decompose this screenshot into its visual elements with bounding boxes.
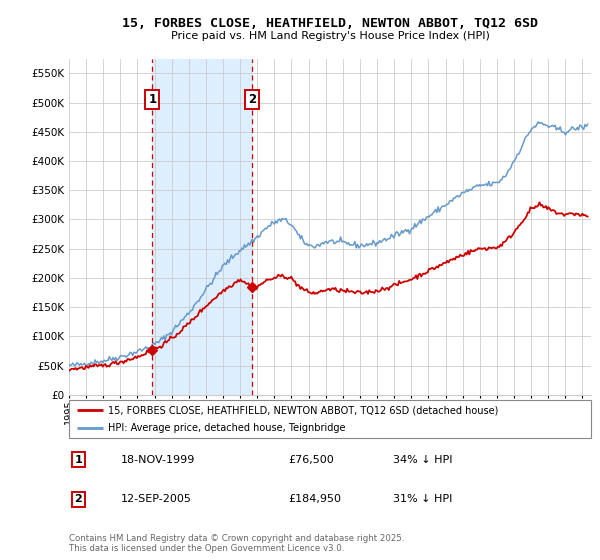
- Text: 2: 2: [74, 494, 82, 504]
- Text: £184,950: £184,950: [288, 494, 341, 504]
- Text: 1: 1: [74, 455, 82, 465]
- Text: HPI: Average price, detached house, Teignbridge: HPI: Average price, detached house, Teig…: [108, 423, 346, 433]
- Text: 18-NOV-1999: 18-NOV-1999: [121, 455, 196, 465]
- Text: 15, FORBES CLOSE, HEATHFIELD, NEWTON ABBOT, TQ12 6SD (detached house): 15, FORBES CLOSE, HEATHFIELD, NEWTON ABB…: [108, 405, 499, 415]
- Text: £76,500: £76,500: [288, 455, 334, 465]
- Bar: [152, 59, 252, 395]
- Text: 12-SEP-2005: 12-SEP-2005: [121, 494, 192, 504]
- Text: Price paid vs. HM Land Registry's House Price Index (HPI): Price paid vs. HM Land Registry's House …: [170, 31, 490, 41]
- Text: Contains HM Land Registry data © Crown copyright and database right 2025.
This d: Contains HM Land Registry data © Crown c…: [69, 534, 404, 553]
- Text: 31% ↓ HPI: 31% ↓ HPI: [392, 494, 452, 504]
- Text: 2: 2: [248, 92, 256, 106]
- Text: 34% ↓ HPI: 34% ↓ HPI: [392, 455, 452, 465]
- Text: 1: 1: [148, 92, 157, 106]
- FancyBboxPatch shape: [69, 400, 591, 438]
- Text: 15, FORBES CLOSE, HEATHFIELD, NEWTON ABBOT, TQ12 6SD: 15, FORBES CLOSE, HEATHFIELD, NEWTON ABB…: [122, 17, 538, 30]
